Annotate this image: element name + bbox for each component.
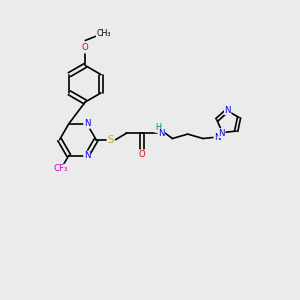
Text: N: N: [158, 129, 165, 138]
Text: S: S: [107, 135, 113, 145]
Text: CH₃: CH₃: [96, 29, 111, 38]
Text: N: N: [84, 119, 90, 128]
Text: N: N: [84, 151, 90, 160]
Text: CF₃: CF₃: [54, 164, 68, 173]
Text: N: N: [224, 106, 231, 115]
Text: O: O: [138, 150, 145, 159]
Text: N: N: [219, 129, 225, 138]
Text: H: H: [155, 123, 161, 132]
Text: N: N: [214, 133, 220, 142]
Text: O: O: [82, 43, 88, 52]
